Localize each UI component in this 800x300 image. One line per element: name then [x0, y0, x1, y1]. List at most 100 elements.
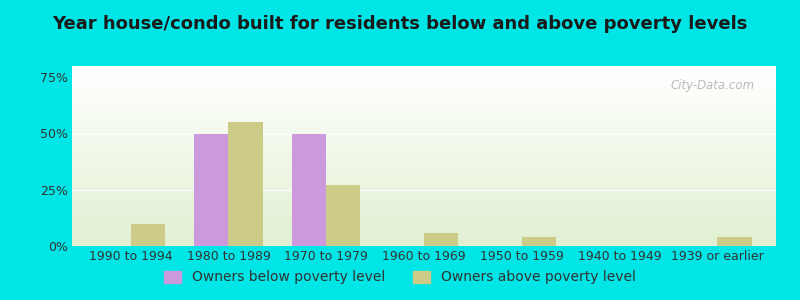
Bar [72, 214, 776, 215]
Bar [72, 116, 776, 117]
Bar [72, 166, 776, 167]
Bar [72, 85, 776, 86]
Bar [72, 205, 776, 206]
Bar [72, 137, 776, 138]
Bar [72, 208, 776, 209]
Bar [72, 84, 776, 85]
Bar [72, 103, 776, 104]
Bar [718, 237, 751, 246]
Bar [72, 117, 776, 118]
Bar [72, 86, 776, 87]
Bar [72, 121, 776, 122]
Bar [72, 149, 776, 150]
Bar [72, 161, 776, 162]
Bar [72, 191, 776, 192]
Bar [72, 189, 776, 190]
Bar [72, 95, 776, 96]
Bar [72, 76, 776, 77]
Bar [72, 154, 776, 155]
Bar [194, 134, 229, 246]
Bar [72, 182, 776, 183]
Bar [72, 237, 776, 238]
Bar [130, 224, 165, 246]
Bar [72, 211, 776, 212]
Bar [72, 239, 776, 240]
Bar [72, 147, 776, 148]
Bar [72, 216, 776, 217]
Bar [72, 92, 776, 93]
Bar [72, 120, 776, 121]
Bar [72, 123, 776, 124]
Bar [72, 104, 776, 105]
Bar [72, 124, 776, 125]
Bar [326, 185, 361, 246]
Bar [72, 142, 776, 143]
Bar [72, 160, 776, 161]
Bar [72, 157, 776, 158]
Bar [72, 125, 776, 126]
Bar [72, 118, 776, 119]
Bar [72, 93, 776, 94]
Bar [72, 215, 776, 216]
Bar [72, 204, 776, 205]
Bar [72, 156, 776, 157]
Bar [72, 178, 776, 179]
Bar [72, 139, 776, 140]
Bar [72, 170, 776, 171]
Bar [522, 237, 556, 246]
Bar [72, 226, 776, 227]
Bar [72, 173, 776, 174]
Bar [72, 199, 776, 200]
Bar [72, 73, 776, 74]
Bar [72, 198, 776, 199]
Bar [72, 169, 776, 170]
Bar [72, 243, 776, 244]
Bar [72, 242, 776, 243]
Bar [72, 138, 776, 139]
Bar [72, 72, 776, 73]
Bar [72, 238, 776, 239]
Bar [72, 195, 776, 196]
Bar [72, 183, 776, 184]
Bar [72, 235, 776, 236]
Bar [72, 105, 776, 106]
Bar [72, 213, 776, 214]
Bar [72, 148, 776, 149]
Bar [72, 228, 776, 229]
Bar [72, 100, 776, 101]
Bar [72, 99, 776, 100]
Bar [72, 222, 776, 223]
Bar [72, 172, 776, 173]
Bar [72, 233, 776, 234]
Bar [72, 220, 776, 221]
Bar [72, 113, 776, 114]
Bar [72, 135, 776, 136]
Bar [72, 230, 776, 231]
Bar [72, 122, 776, 123]
Bar [72, 160, 776, 161]
Bar [229, 122, 262, 246]
Bar [72, 179, 776, 180]
Text: City-Data.com: City-Data.com [670, 79, 755, 92]
Bar [72, 196, 776, 197]
Bar [72, 168, 776, 169]
Bar [72, 217, 776, 218]
Bar [72, 210, 776, 211]
Bar [424, 232, 458, 246]
Bar [72, 193, 776, 194]
Bar [72, 140, 776, 141]
Bar [72, 78, 776, 79]
Bar [72, 146, 776, 147]
Bar [72, 109, 776, 110]
Bar [72, 80, 776, 81]
Bar [72, 144, 776, 145]
Bar [72, 231, 776, 232]
Bar [72, 134, 776, 135]
Bar [72, 162, 776, 163]
Bar [72, 96, 776, 97]
Bar [72, 158, 776, 159]
Bar [72, 94, 776, 95]
Bar [72, 188, 776, 189]
Bar [72, 176, 776, 177]
Bar [72, 227, 776, 228]
